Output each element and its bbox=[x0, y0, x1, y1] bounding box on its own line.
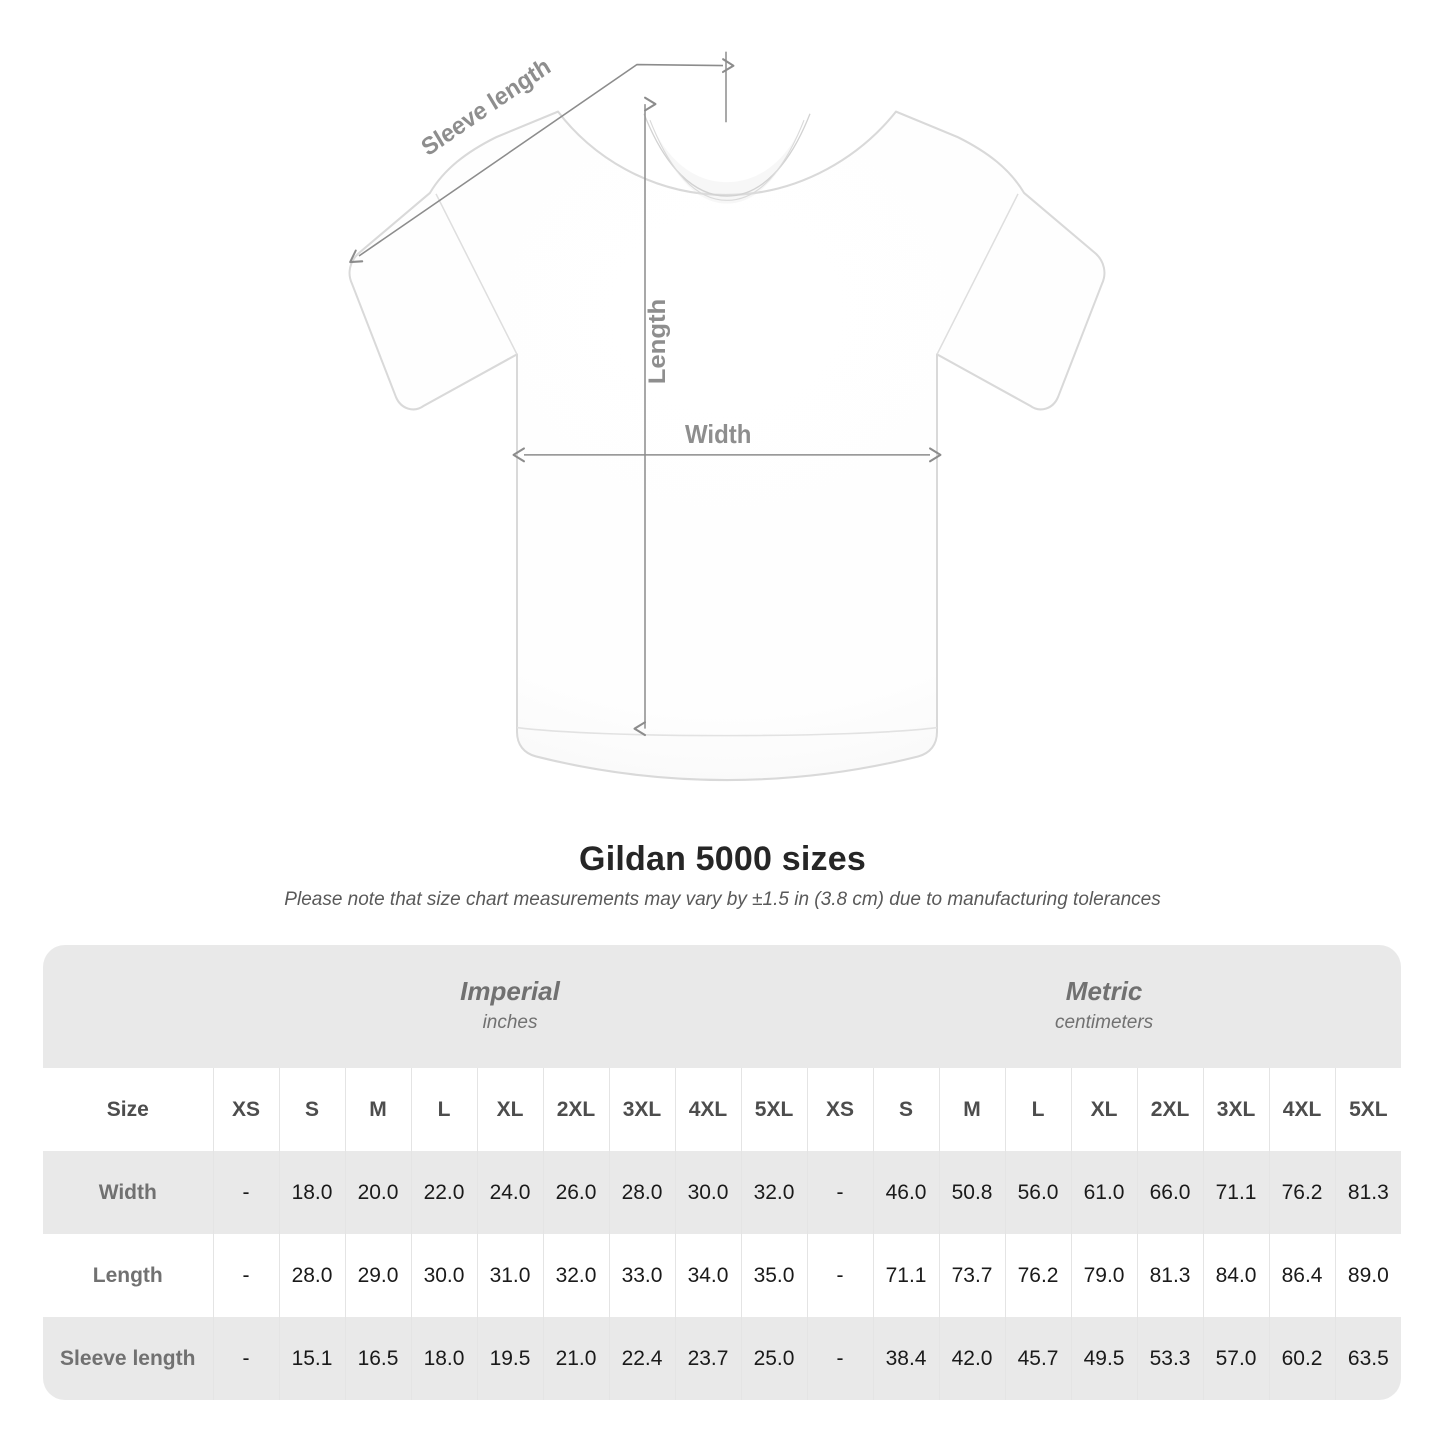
svg-text:Length: Length bbox=[645, 299, 671, 384]
svg-text:Width: Width bbox=[685, 421, 751, 449]
